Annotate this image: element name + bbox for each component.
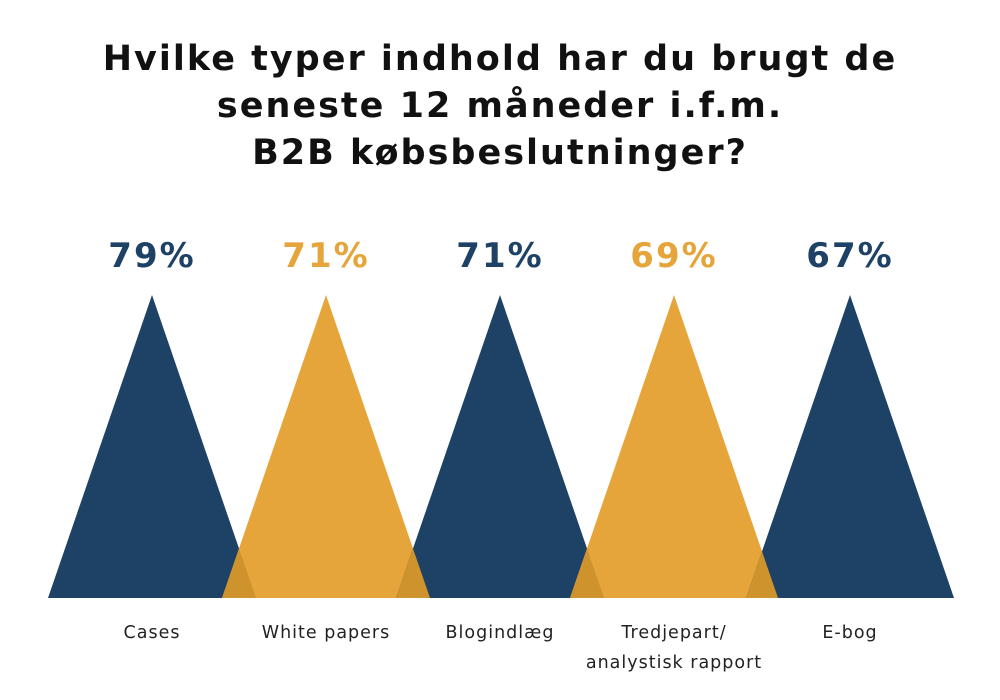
chart-title: Hvilke typer indhold har du brugt de sen… bbox=[0, 36, 1000, 177]
category-label: Tredjepart/ bbox=[620, 623, 726, 643]
overlap-area bbox=[570, 548, 604, 598]
bar-triangle bbox=[396, 295, 604, 598]
value-label: 67% bbox=[806, 236, 893, 276]
value-label: 71% bbox=[456, 236, 543, 276]
chart-title-line: Hvilke typer indhold har du brugt de bbox=[102, 39, 898, 79]
overlap-area bbox=[396, 548, 430, 598]
value-label: 79% bbox=[108, 236, 195, 276]
category-label: Blogindlæg bbox=[446, 623, 555, 643]
value-label: 71% bbox=[282, 236, 369, 276]
bar-triangle bbox=[222, 295, 430, 598]
bar-triangle bbox=[746, 295, 954, 598]
bar-triangle bbox=[48, 295, 256, 598]
category-label: analystisk rapport bbox=[586, 653, 762, 673]
overlap-area bbox=[746, 551, 778, 598]
category-label: White papers bbox=[262, 623, 390, 643]
category-label: E-bog bbox=[822, 623, 877, 643]
chart-title-line: seneste 12 måneder i.f.m. bbox=[216, 86, 784, 126]
chart-title-line: B2B købsbeslutninger? bbox=[252, 133, 748, 173]
overlap-area bbox=[222, 548, 256, 598]
bar-triangle bbox=[570, 295, 778, 598]
category-label: Cases bbox=[124, 623, 181, 643]
value-label: 69% bbox=[630, 236, 717, 276]
